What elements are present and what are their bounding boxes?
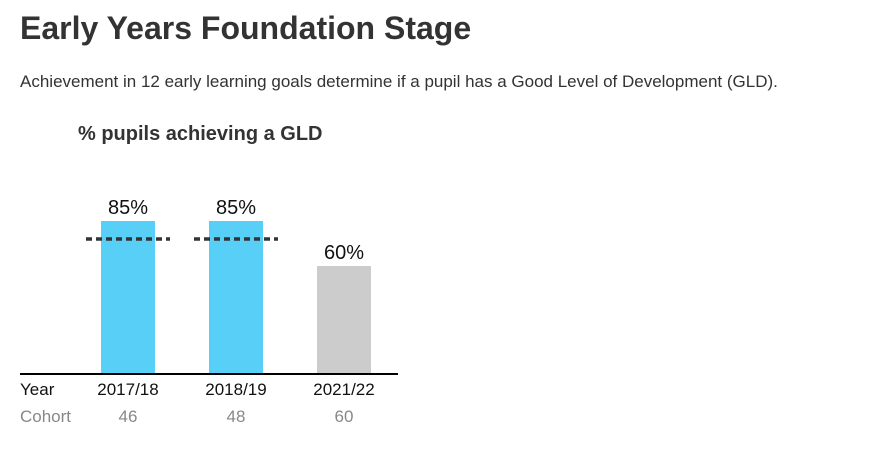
bar-value-label: 85% xyxy=(216,197,256,219)
bar-value-label: 85% xyxy=(108,197,148,219)
x-tick-label: 2018/19 xyxy=(205,380,266,399)
cohort-value: 46 xyxy=(119,407,138,426)
chart-title: % pupils achieving a GLD xyxy=(78,123,323,145)
x-tick-label: 2017/18 xyxy=(97,380,158,399)
cohort-value: 60 xyxy=(335,407,354,426)
page-intro: Achievement in 12 early learning goals d… xyxy=(20,72,778,91)
bar-value-label: 60% xyxy=(324,242,364,264)
bar-2017-18 xyxy=(101,221,155,374)
cohort-value: 48 xyxy=(227,407,246,426)
year-row-label: Year xyxy=(20,380,55,399)
bar-2021-22 xyxy=(317,266,371,374)
bar-2018-19 xyxy=(209,221,263,374)
cohort-row-label: Cohort xyxy=(20,407,71,426)
x-tick-label: 2021/22 xyxy=(313,380,374,399)
page-title: Early Years Foundation Stage xyxy=(20,10,472,46)
